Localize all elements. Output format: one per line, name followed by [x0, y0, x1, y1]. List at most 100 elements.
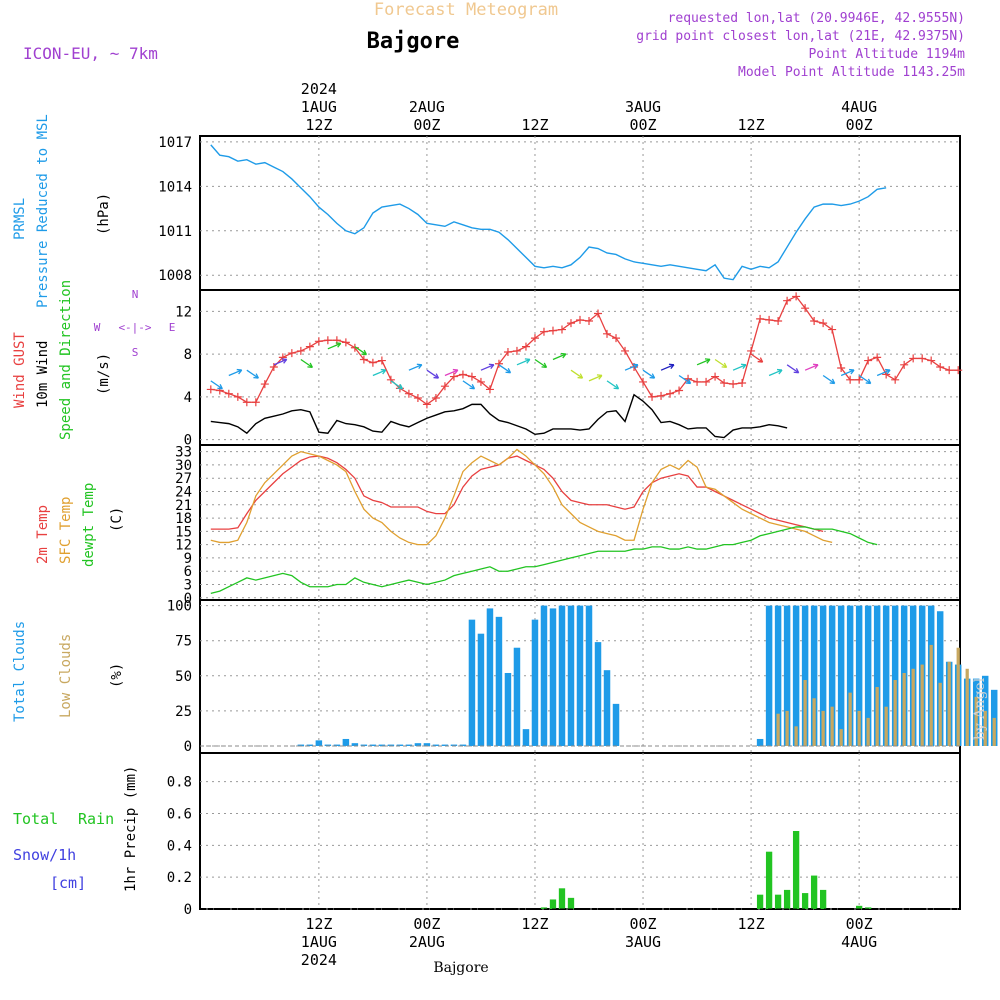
- y-tick-label: 3: [184, 578, 192, 594]
- temp-sfc-line: [210, 448, 833, 546]
- wind-direction-arrow: [426, 369, 439, 379]
- wind-direction-arrow: [372, 369, 387, 377]
- top-time-label: 3AUG: [625, 98, 661, 116]
- wind-gust-marker: [954, 366, 963, 375]
- top-time-label: 1AUG: [301, 98, 337, 116]
- rain-bar: [756, 894, 764, 909]
- total-cloud-bar: [423, 743, 431, 746]
- wind-gust-label: Wind GUST: [12, 332, 28, 408]
- wind-direction-arrow: [570, 369, 583, 379]
- y-tick-label: 30: [175, 458, 192, 474]
- percent-unit: (%): [109, 663, 125, 688]
- top-time-label: 00Z: [413, 116, 440, 134]
- wind-direction-arrow: [642, 369, 655, 379]
- total-cloud-bar: [576, 605, 584, 746]
- y-tick-label: 0: [184, 591, 192, 607]
- total-cloud-bar: [756, 738, 764, 746]
- wind-arrow-head: [236, 368, 243, 375]
- wind-gust-marker: [585, 317, 594, 325]
- top-time-label: 4AUG: [841, 98, 877, 116]
- wind-arrow-head: [307, 362, 313, 369]
- footer-location: Bajgore: [433, 960, 488, 976]
- wind-10m-label: 10m Wind: [35, 341, 51, 408]
- total-cloud-bar: [846, 605, 854, 746]
- wind-direction-arrow: [552, 353, 567, 361]
- total-cloud-bar: [459, 744, 467, 746]
- total-cloud-bar: [891, 605, 899, 746]
- temp-unit: (C): [109, 507, 125, 532]
- wind-arrow-head: [596, 374, 603, 380]
- low-cloud-bar: [983, 710, 987, 746]
- wind-gust-marker: [422, 400, 431, 409]
- total-cloud-bar: [531, 619, 539, 746]
- low-cloud-bar: [884, 706, 888, 746]
- precip-unit: 1hr Precip (mm): [123, 766, 139, 892]
- wind-arrow-head: [685, 378, 692, 385]
- location-title: Bajgore: [367, 29, 460, 54]
- y-tick-label: 1014: [158, 179, 192, 195]
- total-cloud-bar: [855, 605, 863, 746]
- low-cloud-bar: [776, 713, 780, 746]
- wind-arrow-head: [433, 373, 440, 379]
- rain-bar: [774, 894, 782, 909]
- wind-direction-arrow: [822, 374, 836, 384]
- wind-direction-arrow: [732, 364, 747, 371]
- wind-gust-marker: [927, 356, 936, 365]
- wind-direction-arrow: [480, 364, 495, 371]
- wind-arrow-head: [541, 362, 548, 369]
- hpa-unit: (hPa): [96, 193, 112, 235]
- wind-gust-marker: [215, 386, 224, 395]
- bottom-time-label: 3AUG: [625, 933, 661, 951]
- low-cloud-bar: [956, 647, 960, 746]
- model-altitude: Model Point Altitude 1143.25m: [738, 65, 965, 80]
- wind-direction-arrow: [624, 364, 639, 371]
- low-cloud-bar: [848, 692, 852, 746]
- y-tick-label: 100: [167, 599, 192, 615]
- bottom-time-label: 1AUG: [301, 933, 337, 951]
- y-tick-label: 33: [175, 445, 192, 461]
- rain-bar: [783, 889, 791, 909]
- low-cloud-bar: [902, 672, 906, 746]
- total-cloud-bar: [432, 744, 440, 746]
- wind-gust-marker: [810, 317, 819, 325]
- wind-gust-marker: [936, 362, 945, 371]
- wind-direction-arrow: [462, 380, 475, 390]
- wind-gust-marker: [539, 327, 548, 336]
- bottom-time-label: 00Z: [846, 915, 873, 933]
- wind-gust-marker: [855, 375, 864, 384]
- y-tick-label: 0: [184, 433, 192, 449]
- y-tick-label: 8: [184, 347, 192, 363]
- cloud-labels: Total Clouds Low Clouds (%): [12, 621, 125, 722]
- wind-arrow-head: [757, 357, 764, 363]
- wind-arrow-head: [397, 384, 404, 390]
- compass-n: N: [132, 288, 139, 301]
- wind-gust-marker: [666, 389, 675, 398]
- rain-bar: [540, 907, 548, 909]
- low-clouds-label: Low Clouds: [58, 634, 74, 718]
- wind-gust-marker: [260, 380, 269, 389]
- wind-gust-marker: [341, 338, 350, 347]
- wind-gust-marker: [747, 346, 756, 355]
- total-cloud-bar: [594, 642, 602, 746]
- total-label: Total: [13, 810, 58, 828]
- low-cloud-bar: [965, 668, 969, 746]
- top-time-label: 2AUG: [409, 98, 445, 116]
- wind-gust-marker: [440, 382, 449, 391]
- temp-2m-label: 2m Temp: [35, 505, 51, 564]
- compass-arrows: <-|->: [118, 321, 151, 334]
- wind-arrow-head: [335, 342, 342, 348]
- low-cloud-bar: [866, 717, 870, 746]
- rain-bar: [819, 889, 827, 909]
- wind-10m-line: [210, 393, 788, 439]
- rain-bar: [810, 875, 818, 909]
- wind-gust-marker: [774, 317, 783, 325]
- wind-direction-arrow: [804, 364, 819, 371]
- wind-direction-arrow: [498, 364, 511, 374]
- wind-gust-marker: [530, 334, 539, 343]
- y-tick-label: 1017: [158, 135, 192, 151]
- wind-arrow-head: [469, 384, 476, 390]
- y-tick-label: 1011: [158, 224, 192, 240]
- bottom-time-label: 00Z: [413, 915, 440, 933]
- wind-direction-arrow: [516, 358, 531, 366]
- y-tick-label: 0.4: [167, 838, 192, 854]
